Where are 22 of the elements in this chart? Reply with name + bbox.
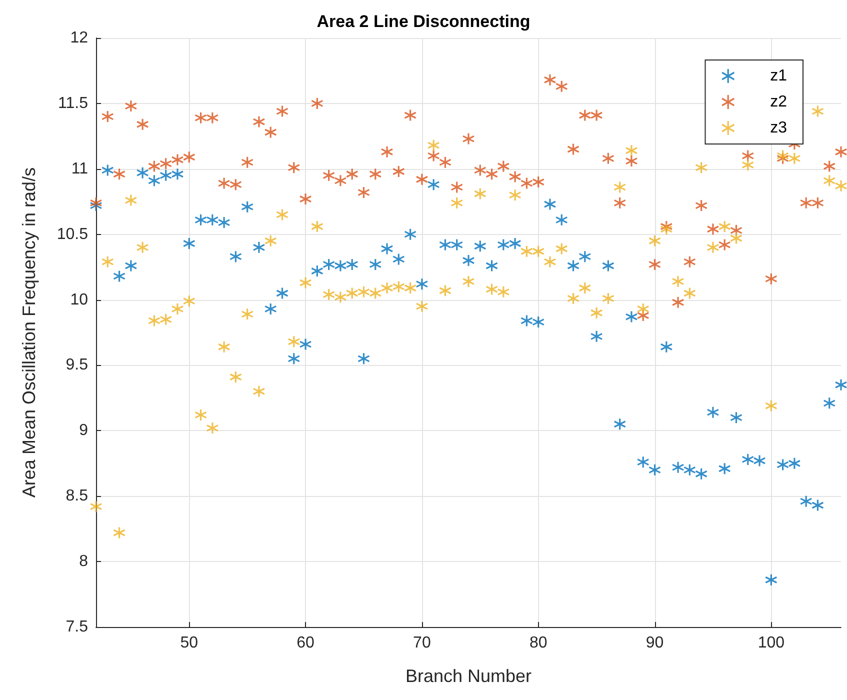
- x-tick-label: 90: [646, 634, 664, 652]
- legend-label: z1: [770, 68, 788, 84]
- x-axis-title: Branch Number: [405, 666, 532, 686]
- x-tick-label: 50: [180, 634, 198, 652]
- x-tick-label: 100: [758, 634, 785, 652]
- y-tick-label: 11: [71, 160, 88, 178]
- y-axis-title: Area Mean Oscillation Frequency in rad/s: [19, 167, 39, 498]
- y-tick-label: 11.5: [58, 94, 88, 112]
- y-tick-label: 12: [70, 30, 88, 46]
- y-tick-label: 10.5: [56, 226, 88, 243]
- y-tick-label: 10: [70, 291, 88, 308]
- y-tick-label: 8: [79, 553, 88, 570]
- legend-label: z3: [770, 120, 788, 136]
- x-tick-label: 60: [296, 634, 315, 652]
- x-tick-label: 70: [413, 634, 431, 652]
- y-tick-label: 7.5: [66, 618, 88, 636]
- y-tick-label: 9.5: [66, 356, 88, 374]
- chart-title: Area 2 Line Disconnecting: [316, 12, 530, 31]
- x-tick-label: 80: [529, 634, 548, 652]
- legend-label: z2: [770, 94, 788, 110]
- y-tick-label: 9: [79, 422, 88, 440]
- y-tick-label: 8.5: [66, 488, 88, 505]
